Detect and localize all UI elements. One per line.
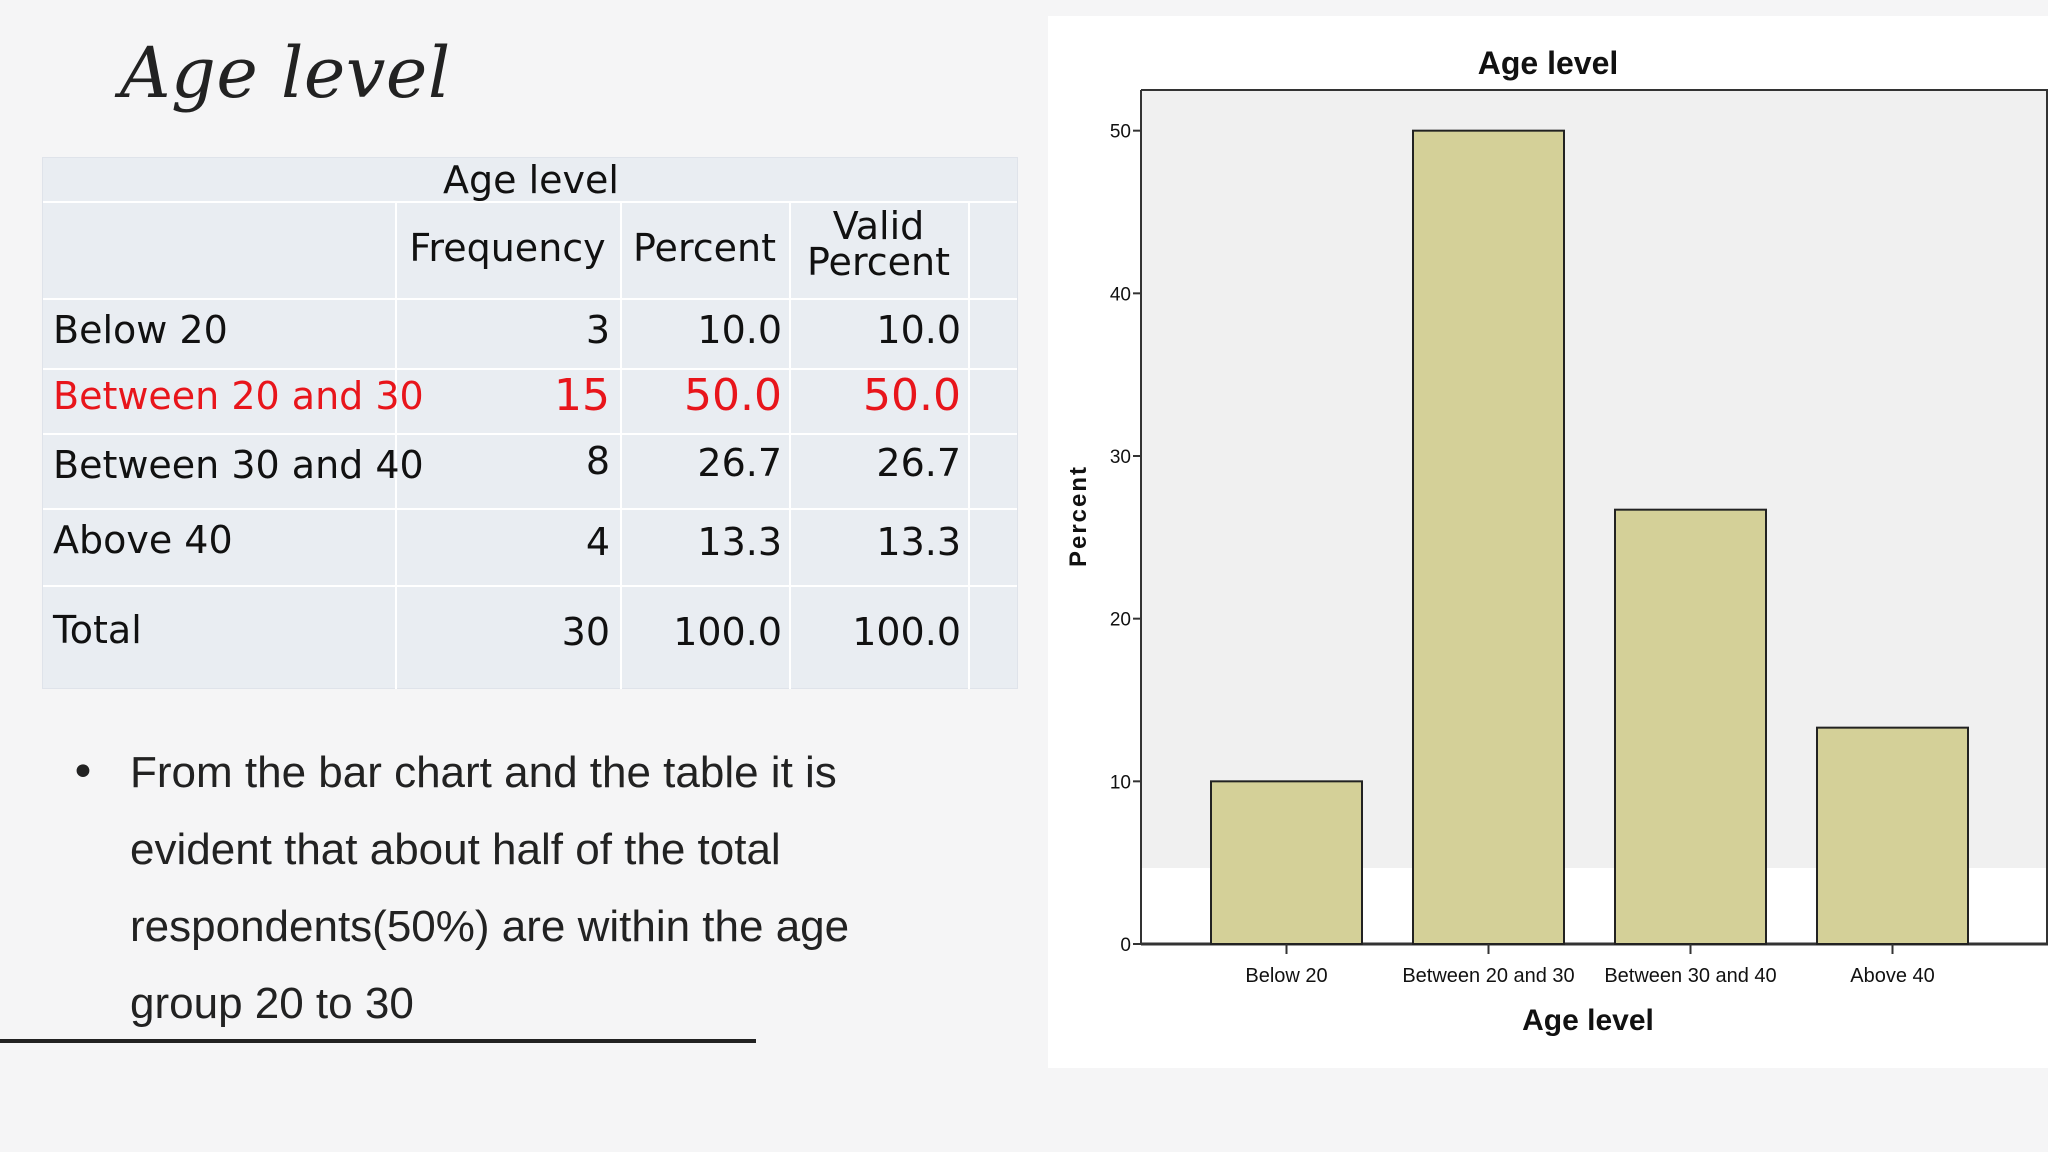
row-label: Between 30 and 40 <box>53 443 424 487</box>
table-divider <box>43 368 1017 370</box>
row-frequency: 15 <box>554 370 610 421</box>
bar-chart: Age level 0 10 20 30 40 50 Below 20 Between 20… <box>1065 45 2048 1037</box>
x-axis-label: Age level <box>1522 1004 1654 1037</box>
table-divider <box>43 298 1017 300</box>
x-tick-label: Below 20 <box>1245 965 1327 987</box>
slide-title: Age level <box>120 32 451 114</box>
y-tick-label: 0 <box>1120 935 1131 956</box>
row-frequency: 3 <box>585 308 610 352</box>
chart-title: Age level <box>1478 45 1619 81</box>
header-percent: Percent <box>633 226 776 270</box>
frequency-table: Age level Frequency Percent Valid Percen… <box>42 157 1018 689</box>
header-valid-line1: Valid <box>832 204 925 248</box>
divider-line <box>0 1039 756 1043</box>
y-ticks: 0 10 20 30 40 50 <box>1110 122 1141 956</box>
table-divider <box>43 508 1017 510</box>
row-label: Above 40 <box>53 518 233 562</box>
x-tick-label: Above 40 <box>1850 965 1935 987</box>
table-divider <box>968 201 970 689</box>
row-percent-total: 100.0 <box>673 610 782 654</box>
x-ticks: Below 20 Between 20 and 30 Between 30 and … <box>1245 944 1935 987</box>
row-percent: 26.7 <box>697 441 782 485</box>
chart-panel: Age level 0 10 20 30 40 50 Below 20 Between 20… <box>1048 16 2048 1068</box>
bar <box>1210 780 1363 945</box>
y-tick-label: 30 <box>1110 447 1131 468</box>
y-tick-label: 10 <box>1110 772 1131 793</box>
row-frequency: 4 <box>585 520 610 564</box>
bullet-icon: • <box>70 747 96 798</box>
row-label: Between 20 and 30 <box>53 374 424 418</box>
x-tick-label: Between 30 and 40 <box>1604 965 1776 987</box>
table-caption: Age level <box>443 158 619 202</box>
row-valid-percent: 10.0 <box>876 308 961 352</box>
row-valid-percent: 26.7 <box>876 441 961 485</box>
row-valid-percent: 50.0 <box>863 370 961 421</box>
y-tick-label: 40 <box>1110 284 1131 305</box>
row-valid-percent: 13.3 <box>876 520 961 564</box>
row-label-total: Total <box>53 608 142 652</box>
summary-text: From the bar chart and the table it is e… <box>130 748 850 1028</box>
table-divider <box>43 585 1017 587</box>
bar <box>1614 508 1767 945</box>
row-percent: 50.0 <box>684 370 782 421</box>
table-divider <box>43 201 1017 203</box>
y-tick-label: 20 <box>1110 610 1131 631</box>
header-valid-percent: Valid Percent <box>789 204 968 284</box>
header-valid-line2: Percent <box>807 240 950 284</box>
row-percent: 13.3 <box>697 520 782 564</box>
row-frequency: 8 <box>585 439 610 483</box>
y-axis-label: Percent <box>1065 465 1092 567</box>
bar <box>1816 726 1969 945</box>
bar <box>1412 129 1565 945</box>
header-frequency: Frequency <box>409 226 606 270</box>
table-divider <box>789 201 791 689</box>
row-frequency-total: 30 <box>561 610 610 654</box>
row-percent: 10.0 <box>697 308 782 352</box>
table-divider <box>43 433 1017 435</box>
row-label: Below 20 <box>53 308 228 352</box>
table-divider <box>620 201 622 689</box>
row-valid-percent-total: 100.0 <box>852 610 961 654</box>
table-divider <box>395 201 397 689</box>
y-tick-label: 50 <box>1110 122 1131 143</box>
x-tick-label: Between 20 and 30 <box>1402 965 1574 987</box>
